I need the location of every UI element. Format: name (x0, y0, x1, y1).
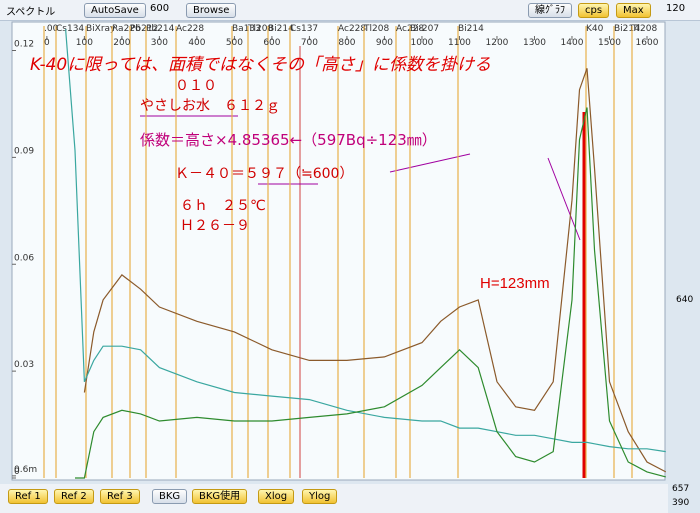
nuclide-label: Tl208 (631, 24, 657, 34)
x-tick-label: 900 (376, 38, 393, 48)
nuclide-label: Bi214 (268, 24, 294, 34)
x-tick-label: 500 (226, 38, 243, 48)
nuclide-label: Pb214 (146, 24, 175, 34)
series-line (75, 107, 666, 479)
nuclide-label: Bi-207 (410, 24, 439, 34)
bottom-bar: Ref 1 Ref 2 Ref 3 BKG BKG使用 Xlog Ylog (0, 484, 668, 513)
autosave-button[interactable]: AutoSave (84, 3, 146, 18)
series-line (83, 68, 667, 473)
x-tick-label: 1400 (561, 38, 584, 48)
toolbar: スペクトル AutoSave 600 Browse 線ｸﾞﾗﾌ cps Max … (0, 0, 700, 21)
annotation: やさしお水 ６１２ｇ (140, 98, 280, 114)
nuclide-label: .00 (44, 24, 59, 34)
max-button[interactable]: Max (616, 3, 651, 18)
annotation: 係数＝高さ×4.85365←（597Bq÷123㎜） (140, 131, 437, 149)
y-tick-label: 0.12 (14, 40, 34, 50)
y-tick-label: 0.06 (14, 253, 34, 263)
x-tick-label: 1000 (411, 38, 434, 48)
nuclide-label: Bi214 (614, 24, 640, 34)
bottom-button[interactable]: Ref 2 (54, 489, 94, 504)
x-tick-label: 1200 (486, 38, 509, 48)
nuclide-label: Pb212 (130, 24, 158, 34)
bottom-button[interactable]: Ref 3 (100, 489, 140, 504)
lower-value: 657 (672, 484, 690, 494)
nuclide-label: Tl208 (247, 24, 273, 34)
nuclide-label: Cs137 (290, 24, 318, 34)
nuclide-label: Ra226 (112, 24, 141, 34)
x-tick-label: 0 (44, 38, 50, 48)
x-tick-label: 800 (338, 38, 355, 48)
max-value: 120 (666, 3, 686, 14)
y-tick-label: 0.6m (14, 465, 37, 475)
bottom-button[interactable]: Xlog (258, 489, 295, 504)
nuclide-label: Ac228 (176, 24, 204, 34)
nuclide-label: K40 (586, 24, 604, 34)
lower-value: 390 (672, 498, 690, 508)
x-tick-label: 1300 (523, 38, 546, 48)
x-tick-label: 600 (263, 38, 280, 48)
line-graph-button[interactable]: 線ｸﾞﾗﾌ (528, 3, 572, 18)
y-tick-label: 0.03 (14, 360, 34, 370)
nuclide-label: Tl208 (363, 24, 389, 34)
bottom-button[interactable]: Ylog (302, 489, 338, 504)
series-line (65, 29, 666, 453)
y-tick-label: 0.09 (14, 146, 34, 156)
pointer (389, 153, 471, 173)
y-tick-label: 0 (14, 467, 20, 477)
x-tick-label: 400 (188, 38, 205, 48)
nuclide-label: BiXray (86, 24, 116, 34)
x-tick-label: 100 (76, 38, 93, 48)
nuclide-label: Bi214 (458, 24, 484, 34)
annotation: Ｋ－４０＝５９７（≒600） (175, 166, 353, 182)
nuclide-label: Ac228 (338, 24, 366, 34)
interval-field[interactable]: 600 (150, 3, 170, 14)
bottom-button[interactable]: BKG (152, 489, 188, 504)
nuclide-label: Cs134 (56, 24, 84, 34)
nuclide-label: Ba133 (232, 24, 261, 34)
x-tick-label: 200 (113, 38, 130, 48)
pointer (547, 157, 581, 241)
panel-title: スペクトル (6, 7, 56, 18)
browse-button[interactable]: Browse (186, 3, 237, 18)
annotation: ０１０ (175, 78, 217, 94)
x-tick-label: 1600 (636, 38, 659, 48)
x-tick-label: 1500 (598, 38, 621, 48)
annotation: K-40に限っては、面積ではなくその「高さ」に係数を掛ける (30, 55, 491, 75)
cps-button[interactable]: cps (578, 3, 610, 18)
annotation: H=123mm (480, 275, 550, 292)
bottom-button[interactable]: BKG使用 (192, 489, 248, 504)
x-tick-label: 300 (151, 38, 168, 48)
upper-value: 640 (676, 295, 694, 305)
bottom-button[interactable]: Ref 1 (8, 489, 48, 504)
x-tick-label: 700 (301, 38, 318, 48)
annotation: ６ｈ ２５℃ (180, 198, 266, 214)
x-tick-label: 1100 (448, 38, 471, 48)
annotation: Ｈ２６－９ (180, 218, 250, 234)
